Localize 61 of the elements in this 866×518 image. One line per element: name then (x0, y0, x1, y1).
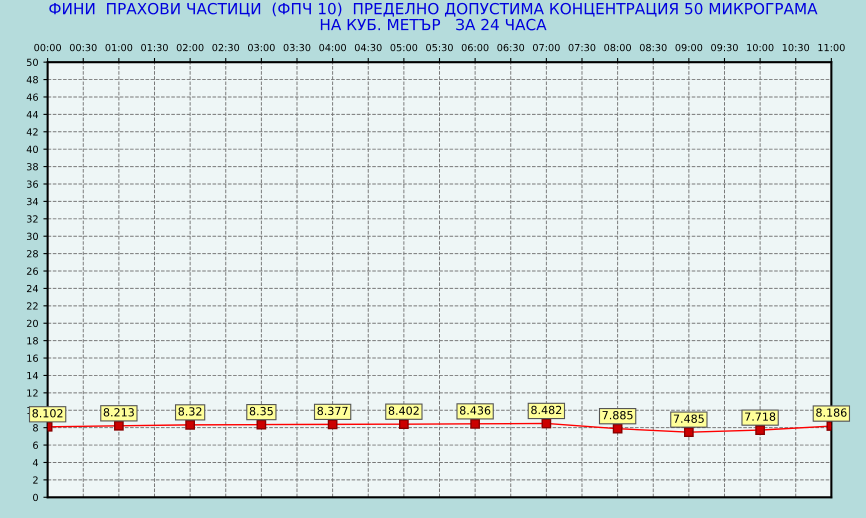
y-tick-label: 8 (33, 424, 38, 432)
data-label: 8.32 (178, 407, 202, 416)
y-tick-label: 2 (33, 476, 38, 484)
x-tick-label: 08:30 (640, 44, 667, 52)
data-label: 8.436 (460, 406, 490, 415)
y-tick-label: 34 (26, 198, 38, 206)
data-label: 8.35 (250, 406, 273, 416)
x-tick-label: 02:00 (176, 44, 204, 52)
y-tick-label: 12 (27, 389, 38, 397)
x-tick-label: 01:00 (106, 44, 132, 52)
data-label: 8.402 (388, 406, 419, 415)
y-tick-label: 48 (26, 76, 38, 84)
data-label: 8.377 (317, 406, 348, 416)
y-tick-label: 4 (32, 459, 38, 466)
x-tick-label: 10:30 (782, 44, 810, 52)
y-tick-label: 38 (26, 163, 38, 170)
x-tick-label: 10:00 (747, 44, 774, 52)
x-tick-label: 08:00 (604, 44, 631, 52)
x-tick-label: 06:00 (462, 44, 488, 52)
y-tick-label: 42 (26, 128, 38, 136)
x-tick-label: 11:00 (818, 44, 845, 52)
y-tick-label: 40 (26, 146, 38, 154)
y-tick-label: 0 (33, 494, 38, 502)
y-tick-label: 44 (26, 110, 38, 118)
x-tick-label: 07:00 (533, 44, 560, 52)
chart-title: ФИНИ ПРАХОВИ ЧАСТИЦИ (ФПЧ 10) ПРЕДЕЛНО ДОПУСТИМА КОНЦЕНТРАЦИЯ 50 МИКРОГРАМА НА КУБ. МЕТЪР ЗА 24 ЧАСА (49, 2, 818, 30)
x-tick-label: 06:30 (497, 44, 524, 52)
x-tick-label: 03:00 (248, 44, 275, 52)
y-tick-label: 18 (27, 337, 38, 344)
y-tick-label: 50 (26, 58, 38, 66)
y-tick-label: 26 (26, 267, 38, 275)
y-tick-label: 28 (26, 250, 38, 258)
data-label: 7.718 (745, 412, 776, 421)
x-tick-label: 00:00 (34, 44, 61, 52)
y-tick-label: 16 (27, 354, 38, 362)
y-tick-label: 32 (26, 215, 38, 223)
y-tick-label: 24 (26, 284, 38, 292)
y-tick-label: 22 (26, 302, 38, 310)
x-tick-label: 00:30 (70, 44, 97, 52)
x-tick-label: 01:30 (141, 44, 168, 52)
y-tick-label: 46 (26, 93, 38, 101)
x-tick-label: 05:00 (390, 44, 418, 52)
y-tick-label: 6 (33, 442, 38, 449)
x-tick-label: 05:30 (426, 44, 453, 52)
x-tick-label: 09:00 (675, 44, 702, 52)
data-label: 8.213 (104, 408, 134, 417)
y-tick-label: 36 (26, 180, 38, 188)
y-tick-label: 30 (26, 232, 38, 240)
x-tick-label: 09:30 (711, 44, 738, 52)
data-label: 7.885 (602, 410, 633, 420)
x-tick-label: 02:30 (212, 44, 240, 52)
data-label: 7.485 (674, 414, 704, 423)
y-tick-label: 20 (26, 320, 38, 328)
y-tick-label: 14 (27, 372, 38, 380)
x-tick-label: 04:00 (319, 44, 346, 52)
data-label: 8.102 (32, 409, 62, 418)
x-tick-label: 07:30 (568, 44, 596, 52)
x-tick-label: 04:30 (354, 44, 382, 52)
data-label: 8.482 (531, 406, 562, 414)
x-tick-label: 03:30 (284, 44, 310, 52)
data-label: 8.186 (816, 408, 847, 417)
